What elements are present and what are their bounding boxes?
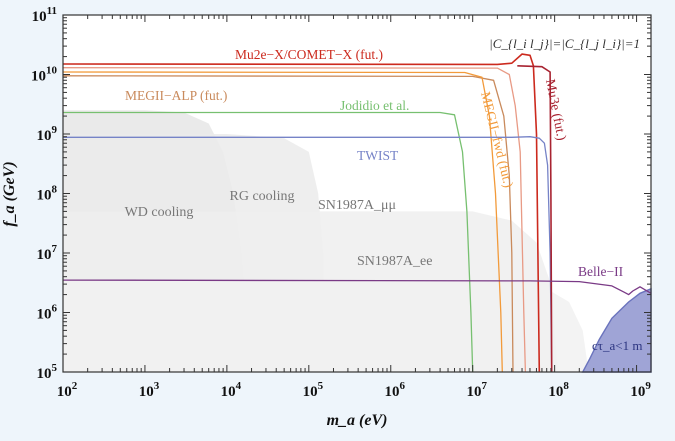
y-tick-label: 105 (37, 362, 58, 382)
axis-ticks: 102 103 104 105 106 107 108 109 105 106 107 108 109 1… (31, 5, 651, 400)
x-tick-label: 106 (385, 380, 406, 400)
shaded-regions (63, 110, 589, 373)
series-label: MEGII−ALP (fut.) (125, 88, 227, 103)
region-label: RG cooling (230, 189, 295, 204)
shaded-region-3 (63, 280, 589, 372)
x-tick-label: 103 (139, 380, 160, 400)
y-tick-label: 108 (37, 184, 58, 204)
series-line-0 (62, 53, 541, 373)
x-tick-label: 105 (303, 380, 324, 400)
series-line-4 (63, 111, 474, 373)
x-tick-label: 107 (466, 380, 487, 400)
decay-length-label: cτ_a<1 m (592, 338, 642, 353)
series-label: TWIST (357, 148, 399, 163)
y-axis-title: f_a (GeV) (1, 161, 18, 226)
region-label: WD cooling (125, 205, 194, 220)
decay-length-polygon (581, 287, 652, 373)
y-tick-label: 109 (37, 124, 58, 144)
series-line-5 (63, 136, 553, 373)
series-line-1 (62, 67, 527, 373)
x-axis-title: m_a (eV) (327, 412, 388, 429)
series-line-3 (62, 71, 503, 373)
series-line-6 (517, 65, 553, 373)
coupling-annotation: |C_{l_i l_j}|=|C_{l_j l_i}|=1 (489, 36, 640, 51)
y-tick-label: 106 (37, 303, 58, 323)
series-line-7 (62, 279, 652, 296)
series-line-2 (62, 75, 514, 373)
x-tick-label: 102 (57, 380, 78, 400)
decay-length-region (581, 287, 652, 373)
series-label: Jodidio et al. (340, 98, 409, 113)
x-tick-label: 104 (221, 380, 242, 400)
region-label: SN1987A_ee (357, 254, 432, 269)
series-label: Mu2e−X/COMET−X (fut.) (235, 47, 383, 62)
series-label: Belle−II (578, 264, 624, 279)
region-label: SN1987A_μμ (318, 198, 396, 213)
x-tick-label: 108 (548, 380, 569, 400)
constraint-curves (62, 53, 652, 373)
x-tick-label: 109 (630, 380, 651, 400)
y-tick-label: 1010 (31, 65, 58, 85)
y-tick-label: 107 (37, 243, 58, 263)
y-tick-label: 1011 (32, 5, 57, 25)
